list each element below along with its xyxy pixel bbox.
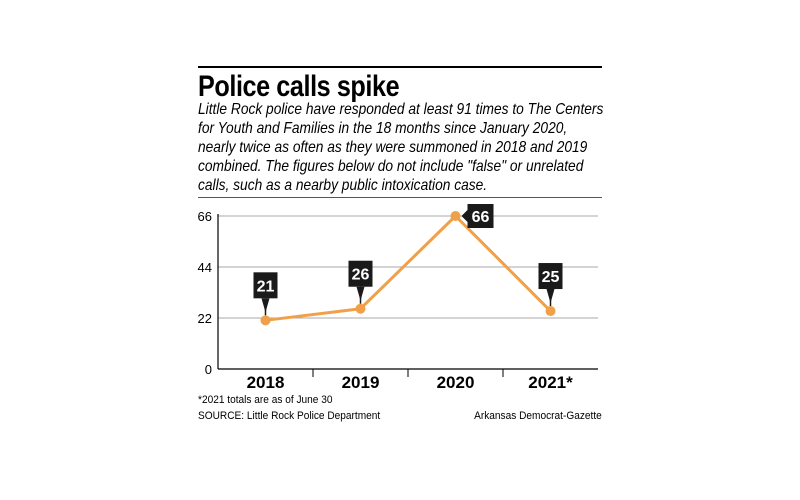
- divider: [198, 197, 602, 198]
- data-label: 25: [542, 269, 560, 286]
- label-box: [253, 272, 278, 299]
- data-point: [545, 306, 556, 317]
- footnote: *2021 totals are as of June 30: [198, 394, 333, 406]
- x-tick-label: 2020: [437, 373, 475, 392]
- label-box: [348, 260, 373, 287]
- data-point: [450, 211, 461, 221]
- y-tick-label: 66: [198, 209, 212, 224]
- source-line: SOURCE: Little Rock Police Department: [198, 410, 381, 422]
- label-pointer: [461, 210, 468, 222]
- data-point: [260, 315, 271, 326]
- label-box: [467, 204, 494, 228]
- description-line: nearly twice as often as they were summo…: [198, 139, 588, 156]
- description-line: combined. The figures below do not inclu…: [198, 158, 584, 175]
- line-chart: 0 22 44 66 2018 2019 2020 2021* 21 26 66 25: [198, 204, 598, 392]
- y-tick-label: 44: [198, 260, 212, 275]
- description-line: for Youth and Families in the 18 months …: [198, 120, 568, 137]
- y-tick-label: 22: [198, 311, 212, 326]
- top-rule: [198, 66, 602, 68]
- description-line: calls, such as a nearby public intoxicat…: [198, 177, 488, 194]
- credit-line: Arkansas Democrat-Gazette: [474, 410, 602, 422]
- y-tick-label: 0: [205, 362, 212, 377]
- data-label: 66: [472, 209, 490, 226]
- data-label: 26: [352, 267, 370, 284]
- data-label: 21: [257, 278, 275, 295]
- x-tick-label: 2019: [342, 373, 380, 392]
- data-point: [355, 303, 366, 314]
- chart-description: Little Rock police have responded at lea…: [198, 100, 604, 195]
- x-tick-label: 2021*: [528, 373, 573, 392]
- graphic: Police calls spike Little Rock police ha…: [198, 0, 604, 500]
- series-line: [265, 214, 552, 322]
- label-box: [538, 263, 563, 290]
- chart-title: Police calls spike: [198, 70, 400, 103]
- description-line: Little Rock police have responded at lea…: [198, 101, 604, 118]
- x-tick-label: 2018: [247, 373, 285, 392]
